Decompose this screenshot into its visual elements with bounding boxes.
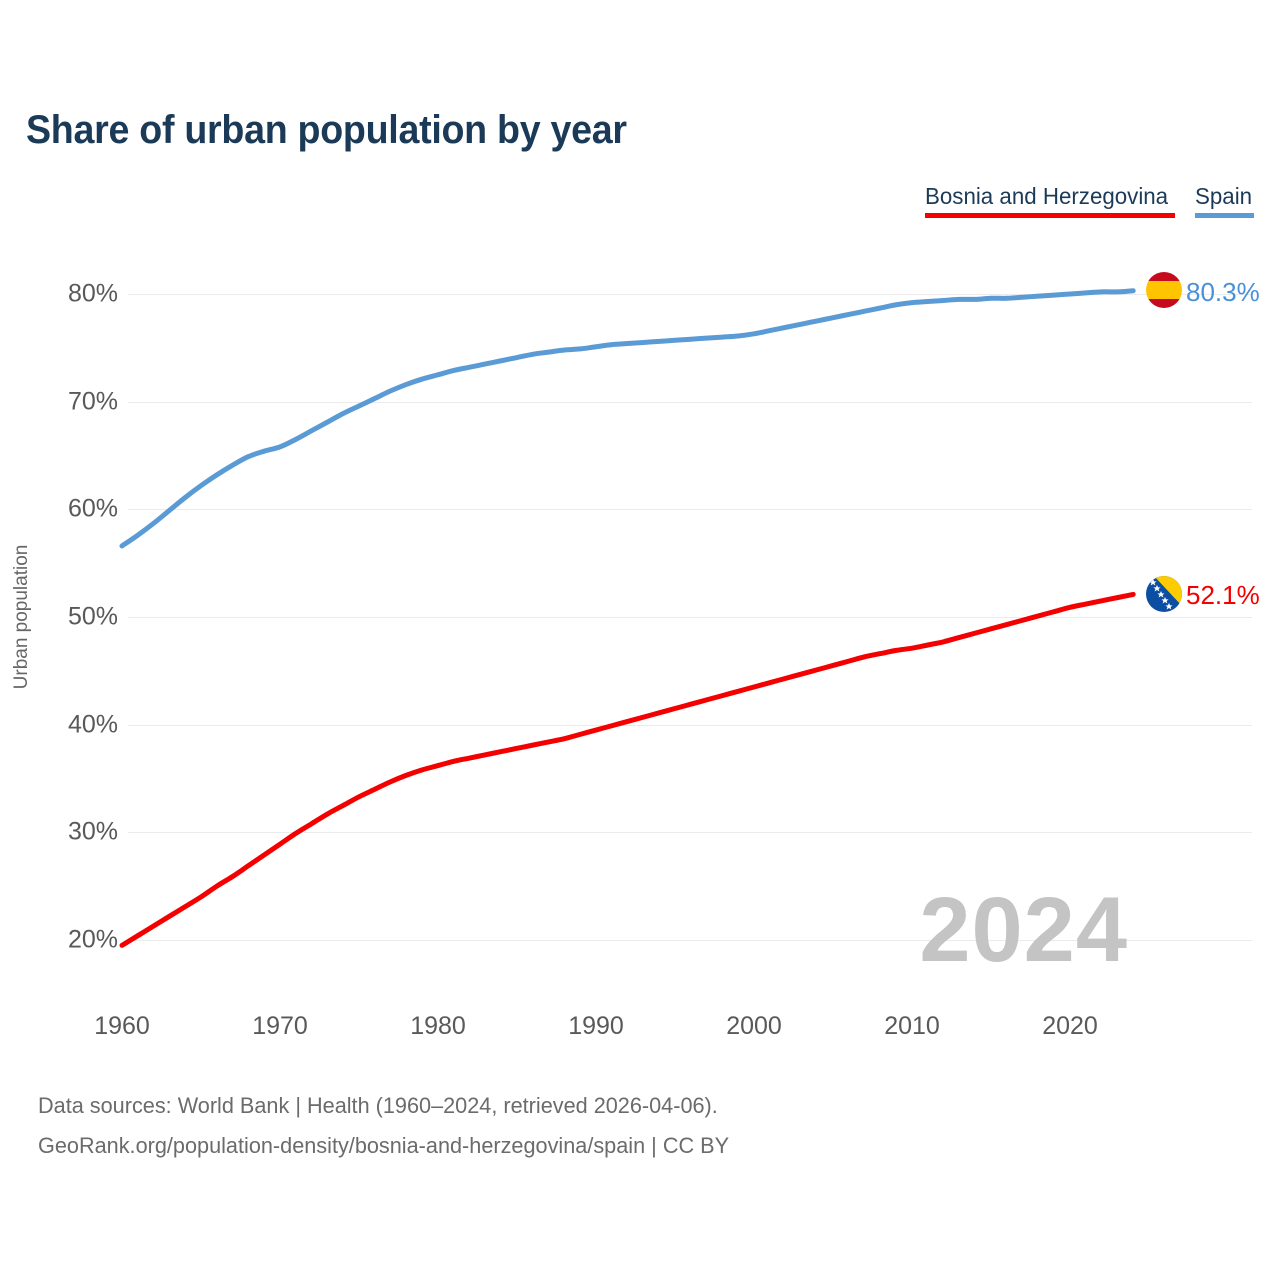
y-axis-tick-label: 80% (67, 279, 118, 308)
y-axis-tick-label: 70% (67, 387, 118, 416)
legend-rule-spain (1195, 213, 1254, 218)
legend-item-bosnia[interactable]: Bosnia and Herzegovina (924, 182, 1176, 218)
page-title: Share of urban population by year (26, 108, 627, 152)
footer-attribution: GeoRank.org/population-density/bosnia-an… (38, 1133, 730, 1158)
x-axis-tick-label: 2010 (884, 1012, 940, 1040)
legend-rule-bosnia (924, 213, 1176, 218)
y-axis-tick-label: 40% (67, 710, 118, 739)
x-axis-tick-label: 2000 (726, 1012, 782, 1040)
gridline (128, 725, 1252, 726)
chart-legend: Bosnia and Herzegovina Spain (924, 182, 1254, 218)
gridline (128, 294, 1252, 295)
footer-data-sources: Data sources: World Bank | Health (1960–… (38, 1093, 718, 1118)
end-label-spain: 80.3% (1186, 277, 1260, 307)
gridline (128, 509, 1252, 510)
legend-label-spain: Spain (1195, 183, 1253, 209)
y-axis-tick-label: 30% (67, 817, 118, 846)
x-axis-tick-label: 1990 (568, 1012, 624, 1040)
year-watermark: 2024 (919, 879, 1128, 981)
y-axis-tick-label: 50% (67, 602, 118, 631)
line-spain (119, 288, 1136, 549)
gridline (128, 832, 1252, 833)
flag-spain-icon (1146, 272, 1182, 308)
y-axis-tick-label: 60% (67, 494, 118, 523)
gridline (128, 402, 1252, 403)
legend-item-spain[interactable]: Spain (1195, 182, 1254, 218)
x-axis-tick-label: 1980 (410, 1012, 466, 1040)
footer: Data sources: World Bank | Health (1960–… (38, 1086, 740, 1166)
gridline (128, 617, 1252, 618)
flag-bosnia-and-herzegovina-icon (1146, 576, 1182, 612)
x-axis-tick-label: 2020 (1042, 1012, 1098, 1040)
end-label-bosnia: 52.1% (1186, 580, 1260, 610)
x-axis-tick-label: 1970 (252, 1012, 308, 1040)
x-axis-tick-label: 1960 (94, 1012, 150, 1040)
legend-label-bosnia: Bosnia and Herzegovina (924, 183, 1168, 209)
y-axis-title: Urban population (11, 544, 32, 690)
y-axis-tick-label: 20% (67, 925, 118, 954)
